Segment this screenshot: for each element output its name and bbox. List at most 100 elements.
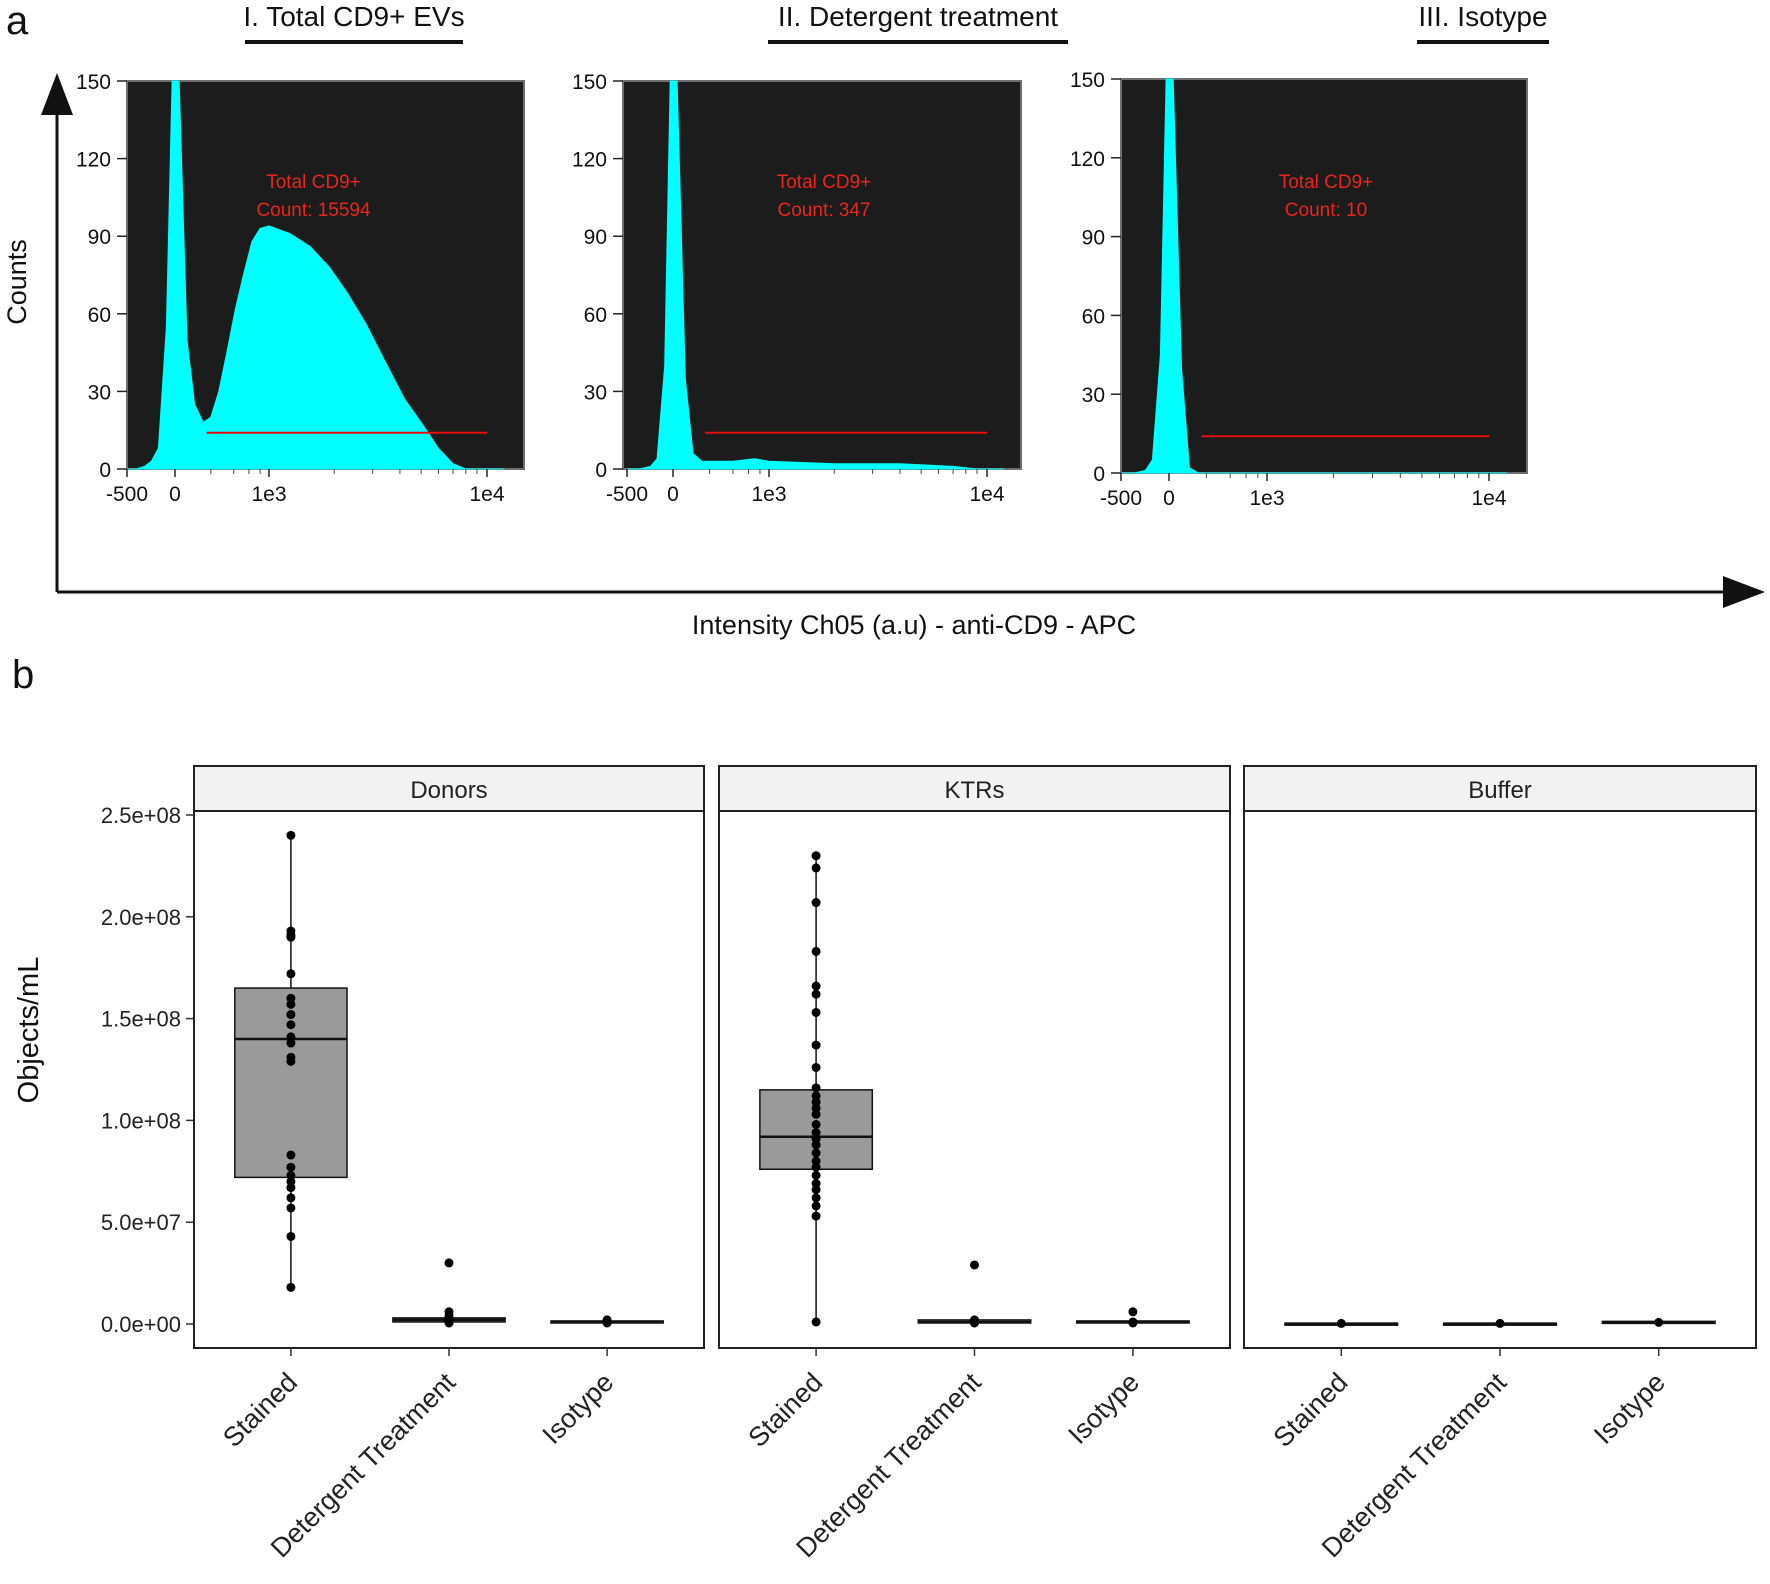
x-tick-label: Isotype [1588,1367,1671,1450]
x-tick-label: -500 [1100,487,1142,510]
x-tick-label: 0 [1163,487,1175,510]
data-point [811,1185,821,1195]
y-tick-label: 30 [88,381,111,404]
data-point [811,1007,821,1017]
data-point [286,1010,296,1020]
y-tick-label: 1.0e+08 [101,1108,181,1133]
data-point [286,1282,296,1292]
facet-panel [718,810,1231,1349]
y-tick-label: 120 [1070,148,1105,171]
y-arrow-head [41,73,73,115]
y-tick-label: 5.0e+07 [101,1210,181,1235]
title-underline [245,40,463,44]
data-point [811,1083,821,1093]
y-tick-label: 150 [76,71,111,94]
data-point [811,1193,821,1203]
x-tick-label: Stained [742,1367,828,1453]
y-tick-label: 90 [88,226,111,249]
gate-label: Total CD9+ [266,172,361,193]
y-tick-label: 1.5e+08 [101,1007,181,1032]
y-tick-label: 30 [1082,384,1105,407]
y-tick-label: 90 [1082,227,1105,250]
x-tick-label: 0 [667,483,679,506]
data-point [1654,1317,1664,1327]
data-point [970,1318,979,1328]
y-tick-label: 60 [1082,305,1105,328]
plot-area [622,80,1022,470]
panel-a-y-axis-label: Counts [2,239,32,325]
x-tick-label: 0 [169,483,181,506]
histogram-area [627,80,1005,470]
data-point [286,830,296,840]
histogram-total-cd9: I. Total CD9+ EVs Total CD9+ Count: 15594… [76,1,525,506]
x-tick-label: Stained [217,1367,303,1453]
y-tick-label: 150 [1070,69,1105,92]
histogram-area [1121,78,1507,474]
panel-label-b: b [12,653,34,697]
data-point [811,863,821,873]
data-point [811,1140,821,1150]
data-point [811,1040,821,1050]
data-point [286,1162,296,1172]
y-tick-label: 0.0e+00 [101,1312,181,1337]
data-point [286,1193,296,1203]
data-point [811,898,821,908]
data-point [811,1109,821,1119]
panel-label-a: a [6,0,29,43]
boxplot-objects-per-ml: 2.5e+08 2.0e+08 1.5e+08 1.0e+08 5.0e+07 0.0e+… [101,765,1757,1563]
facet-strip-label: Donors [410,777,487,804]
y-tick-label: 0 [1093,463,1105,486]
y-tick-label: 0 [595,459,607,482]
x-tick-label: Isotype [537,1367,620,1450]
y-tick-label: 120 [572,149,607,172]
panel-a-arrows [41,73,1765,608]
data-point [1128,1307,1138,1317]
y-tick-label: 60 [584,304,607,327]
x-tick-label: -500 [106,483,148,506]
x-tick-label: 1e3 [1249,487,1284,510]
y-tick-label: 2.0e+08 [101,905,181,930]
data-point [811,1211,821,1221]
data-point [286,969,296,979]
data-point [1336,1318,1346,1328]
data-point [811,989,821,999]
data-point [811,1062,821,1072]
histogram-title: I. Total CD9+ EVs [243,1,464,32]
gate-count: Count: 15594 [256,200,371,221]
histogram-title: III. Isotype [1418,1,1547,32]
x-tick-label: -500 [606,483,648,506]
gate-count: Count: 10 [1285,200,1367,221]
histogram-title: II. Detergent treatment [778,1,1058,32]
data-point [286,1020,296,1030]
histogram-isotype: III. Isotype Total CD9+ Count: 10 150 120 90… [1070,1,1549,510]
data-point [811,1317,821,1327]
data-point [286,1231,296,1241]
x-tick-label: 1e3 [251,483,286,506]
facet-strip-label: Buffer [1468,777,1532,804]
data-point [602,1318,612,1328]
data-point [811,946,821,956]
data-point [286,999,296,1009]
x-tick-label: 1e3 [751,483,786,506]
data-point [811,1201,821,1211]
data-point [286,1150,296,1160]
y-tick-label: 2.5e+08 [101,803,181,828]
data-point [970,1260,979,1270]
x-tick-label: Isotype [1062,1367,1145,1450]
y-tick-label: 90 [584,226,607,249]
x-tick-label: Stained [1268,1367,1354,1453]
y-tick-label: 30 [584,381,607,404]
y-tick-label: 0 [99,459,111,482]
box [234,987,348,1179]
gate-count: Count: 347 [778,200,871,221]
data-point [811,1119,821,1129]
plot-area [1120,78,1528,474]
data-point [444,1318,454,1328]
data-point [811,981,821,991]
data-point [286,932,296,942]
x-tick-label: 1e4 [969,483,1004,506]
facet-panel [1243,810,1757,1349]
data-point [811,1148,821,1158]
data-point [286,1183,296,1193]
